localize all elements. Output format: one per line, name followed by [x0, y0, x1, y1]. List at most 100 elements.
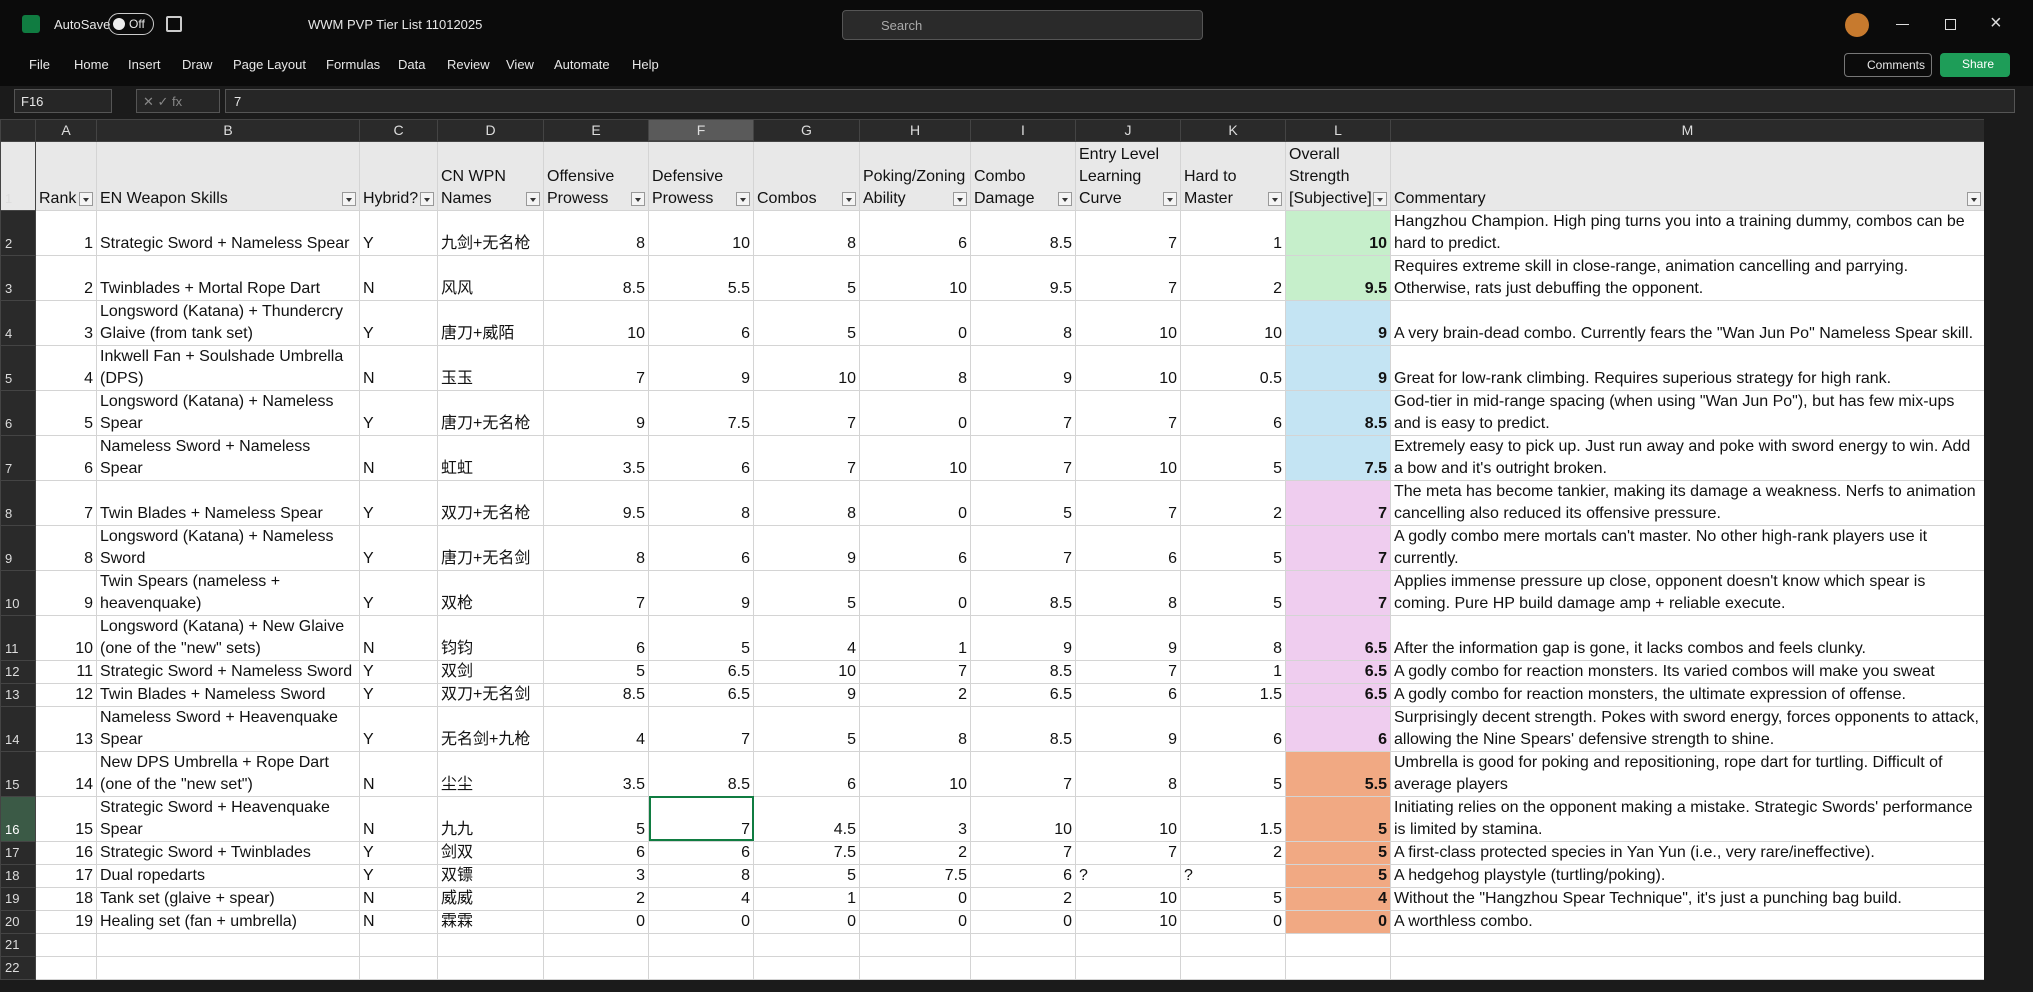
cell[interactable]: 10 — [860, 255, 971, 300]
cell[interactable]: 8 — [971, 300, 1076, 345]
cell[interactable]: Y — [360, 525, 438, 570]
cell[interactable]: 10 — [754, 345, 860, 390]
empty-cell[interactable] — [1286, 933, 1391, 956]
cell[interactable]: 7 — [754, 435, 860, 480]
cell[interactable]: Y — [360, 660, 438, 683]
overall-strength-cell[interactable]: 8.5 — [1286, 390, 1391, 435]
cell[interactable]: 1.5 — [1181, 796, 1286, 841]
cell[interactable]: 8 — [649, 864, 754, 887]
cell[interactable]: 3 — [544, 864, 649, 887]
cell[interactable]: 5 — [971, 480, 1076, 525]
cell[interactable]: 10 — [1076, 435, 1181, 480]
cell[interactable]: Nameless Sword + Nameless Spear — [97, 435, 360, 480]
cell[interactable]: 1 — [1181, 210, 1286, 255]
empty-cell[interactable] — [754, 956, 860, 979]
cell[interactable]: 12 — [36, 683, 97, 706]
cell[interactable]: 17 — [36, 864, 97, 887]
cell[interactable]: 6.5 — [649, 660, 754, 683]
cell[interactable]: 10 — [1076, 887, 1181, 910]
cell[interactable]: 5 — [1181, 887, 1286, 910]
cell[interactable]: 10 — [544, 300, 649, 345]
cell[interactable]: 钧钧 — [438, 615, 544, 660]
cell[interactable]: 8 — [544, 210, 649, 255]
cell[interactable]: 14 — [36, 751, 97, 796]
cell[interactable]: 18 — [36, 887, 97, 910]
overall-strength-cell[interactable]: 5 — [1286, 864, 1391, 887]
cell[interactable]: A very brain-dead combo. Currently fears… — [1391, 300, 1985, 345]
cell[interactable]: Longsword (Katana) + Thundercry Glaive (… — [97, 300, 360, 345]
empty-cell[interactable] — [97, 956, 360, 979]
cell[interactable]: 6.5 — [971, 683, 1076, 706]
row-number[interactable]: 10 — [1, 570, 36, 615]
menu-item[interactable]: Home — [74, 57, 128, 72]
cell[interactable]: ? — [1076, 864, 1181, 887]
cell[interactable]: 6 — [544, 615, 649, 660]
cell[interactable]: N — [360, 435, 438, 480]
filter-button[interactable] — [631, 192, 645, 206]
menu-item[interactable]: Automate — [554, 57, 632, 72]
cell[interactable]: 5 — [754, 300, 860, 345]
menu-item[interactable]: Formulas — [326, 57, 398, 72]
cell[interactable]: 九剑+无名枪 — [438, 210, 544, 255]
cell[interactable]: 10 — [649, 210, 754, 255]
share-button[interactable]: Share — [1940, 53, 2010, 77]
filter-button[interactable] — [1967, 192, 1981, 206]
cell[interactable]: Twinblades + Mortal Rope Dart — [97, 255, 360, 300]
cell[interactable]: 10 — [36, 615, 97, 660]
menu-item[interactable]: Insert — [128, 57, 182, 72]
cell[interactable]: 9 — [1076, 615, 1181, 660]
cell[interactable]: 唐刀+无名剑 — [438, 525, 544, 570]
row-number[interactable]: 22 — [1, 956, 36, 979]
name-box[interactable]: F16 — [14, 89, 112, 113]
row-number[interactable]: 17 — [1, 841, 36, 864]
cell[interactable]: Longsword (Katana) + New Glaive (one of … — [97, 615, 360, 660]
overall-strength-cell[interactable]: 6 — [1286, 706, 1391, 751]
cell[interactable]: 5.5 — [649, 255, 754, 300]
cell[interactable]: 霖霖 — [438, 910, 544, 933]
cell[interactable]: 4 — [754, 615, 860, 660]
cell[interactable]: 8 — [754, 210, 860, 255]
menu-item[interactable]: Page Layout — [233, 57, 326, 72]
cell[interactable]: 9 — [36, 570, 97, 615]
cell[interactable]: 0 — [754, 910, 860, 933]
cell[interactable]: 2 — [1181, 480, 1286, 525]
cell[interactable]: 6 — [36, 435, 97, 480]
cell[interactable]: 7 — [1076, 390, 1181, 435]
cell[interactable]: 9 — [754, 525, 860, 570]
cell[interactable]: Y — [360, 683, 438, 706]
cell[interactable]: 0 — [860, 390, 971, 435]
avatar[interactable] — [1845, 13, 1869, 37]
overall-strength-cell[interactable]: 9 — [1286, 300, 1391, 345]
row-number[interactable]: 9 — [1, 525, 36, 570]
empty-cell[interactable] — [860, 956, 971, 979]
cell[interactable]: 7 — [1076, 841, 1181, 864]
empty-cell[interactable] — [649, 933, 754, 956]
cell[interactable]: 7 — [860, 660, 971, 683]
row-number[interactable]: 3 — [1, 255, 36, 300]
filter-button[interactable] — [342, 192, 356, 206]
cell[interactable]: 15 — [36, 796, 97, 841]
overall-strength-cell[interactable]: 7.5 — [1286, 435, 1391, 480]
cell[interactable]: 3.5 — [544, 751, 649, 796]
cell[interactable]: 7 — [1076, 660, 1181, 683]
filter-button[interactable] — [953, 192, 967, 206]
overall-strength-cell[interactable]: 4 — [1286, 887, 1391, 910]
column-letter[interactable]: J — [1076, 120, 1181, 142]
empty-cell[interactable] — [754, 933, 860, 956]
cell[interactable]: 1.5 — [1181, 683, 1286, 706]
empty-cell[interactable] — [1181, 933, 1286, 956]
cell[interactable]: 5 — [544, 660, 649, 683]
cell[interactable]: N — [360, 255, 438, 300]
cell[interactable]: 唐刀+威陌 — [438, 300, 544, 345]
cell[interactable]: 4.5 — [754, 796, 860, 841]
cell[interactable]: Strategic Sword + Heavenquake Spear — [97, 796, 360, 841]
cell[interactable]: N — [360, 887, 438, 910]
cell[interactable]: Great for low-rank climbing. Requires su… — [1391, 345, 1985, 390]
cell[interactable]: Y — [360, 210, 438, 255]
cell[interactable]: 19 — [36, 910, 97, 933]
cell[interactable]: 10 — [1076, 796, 1181, 841]
formula-input[interactable]: 7 — [225, 89, 2015, 113]
row-number[interactable]: 7 — [1, 435, 36, 480]
cell[interactable]: 8 — [860, 345, 971, 390]
cell[interactable]: 5 — [36, 390, 97, 435]
